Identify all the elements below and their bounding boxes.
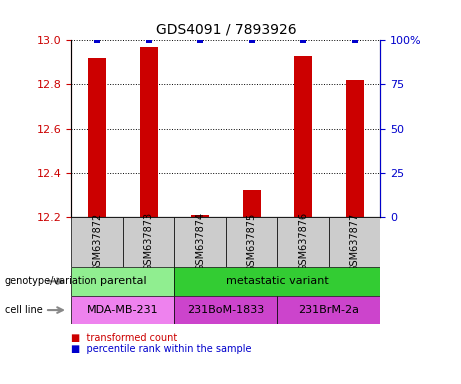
Bar xyxy=(278,296,380,324)
Text: cell line: cell line xyxy=(5,305,42,315)
Text: MDA-MB-231: MDA-MB-231 xyxy=(87,305,159,315)
Bar xyxy=(278,217,329,267)
Text: ■  percentile rank within the sample: ■ percentile rank within the sample xyxy=(71,344,252,354)
Bar xyxy=(191,215,209,217)
Bar xyxy=(140,47,158,217)
Point xyxy=(145,37,152,43)
Point xyxy=(196,37,204,43)
Text: 231BrM-2a: 231BrM-2a xyxy=(298,305,359,315)
Bar xyxy=(174,267,380,296)
Text: GSM637874: GSM637874 xyxy=(195,212,205,271)
Point xyxy=(351,37,358,43)
Text: ■  transformed count: ■ transformed count xyxy=(71,333,177,343)
Text: GSM637877: GSM637877 xyxy=(349,212,360,271)
Point xyxy=(248,37,255,43)
Bar xyxy=(123,217,174,267)
Text: GSM637873: GSM637873 xyxy=(144,212,154,271)
Text: GSM637876: GSM637876 xyxy=(298,212,308,271)
Bar xyxy=(71,296,174,324)
Bar xyxy=(71,267,174,296)
Point xyxy=(300,37,307,43)
Text: genotype/variation: genotype/variation xyxy=(5,276,97,286)
Bar xyxy=(174,296,278,324)
Point xyxy=(94,37,101,43)
Bar xyxy=(88,58,106,217)
Text: GSM637875: GSM637875 xyxy=(247,212,257,271)
Bar xyxy=(71,217,123,267)
Text: GSM637872: GSM637872 xyxy=(92,212,102,271)
Bar xyxy=(294,56,312,217)
Text: 231BoM-1833: 231BoM-1833 xyxy=(187,305,265,315)
Text: parental: parental xyxy=(100,276,146,286)
Bar xyxy=(174,217,226,267)
Bar xyxy=(242,190,260,217)
Bar xyxy=(329,217,380,267)
Bar xyxy=(226,217,278,267)
Text: metastatic variant: metastatic variant xyxy=(226,276,329,286)
Title: GDS4091 / 7893926: GDS4091 / 7893926 xyxy=(155,22,296,36)
Bar xyxy=(346,80,364,217)
